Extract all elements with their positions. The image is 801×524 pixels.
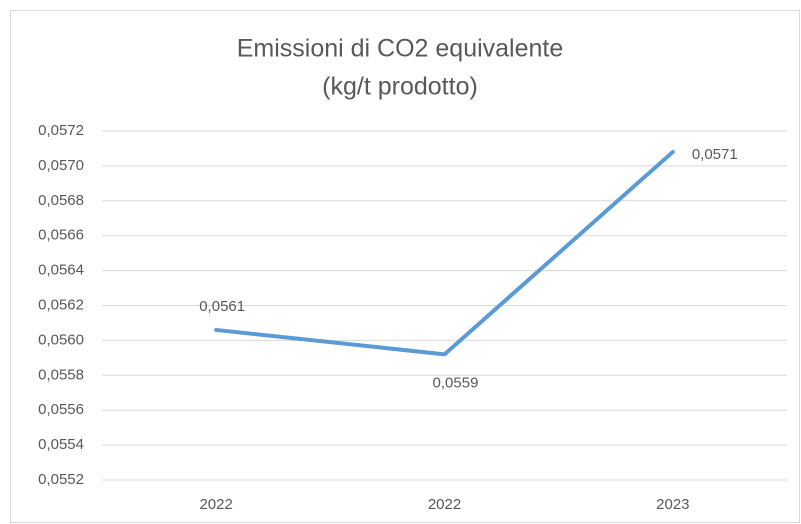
y-tick-label: 0,0552 [38, 471, 84, 488]
x-tick-label: 2022 [199, 496, 232, 513]
x-tick-label: 2022 [428, 496, 461, 513]
data-label: 0,0559 [433, 374, 479, 391]
y-tick-label: 0,0570 [38, 157, 84, 174]
y-tick-label: 0,0558 [38, 366, 84, 383]
y-tick-label: 0,0572 [38, 122, 84, 139]
data-label: 0,0561 [199, 298, 245, 315]
y-tick-label: 0,0560 [38, 331, 84, 348]
x-tick-label: 2023 [656, 496, 689, 513]
chart-title: (kg/t prodotto) [322, 73, 478, 101]
y-tick-label: 0,0554 [38, 436, 84, 453]
y-tick-label: 0,0564 [38, 262, 84, 279]
y-tick-label: 0,0562 [38, 296, 84, 313]
y-tick-label: 0,0566 [38, 227, 84, 244]
y-tick-label: 0,0556 [38, 401, 84, 418]
y-tick-label: 0,0568 [38, 192, 84, 209]
chart-frame [10, 10, 800, 523]
line [214, 149, 675, 357]
data-label: 0,0571 [692, 146, 738, 163]
chart-title: Emissioni di CO2 equivalente [237, 35, 564, 63]
